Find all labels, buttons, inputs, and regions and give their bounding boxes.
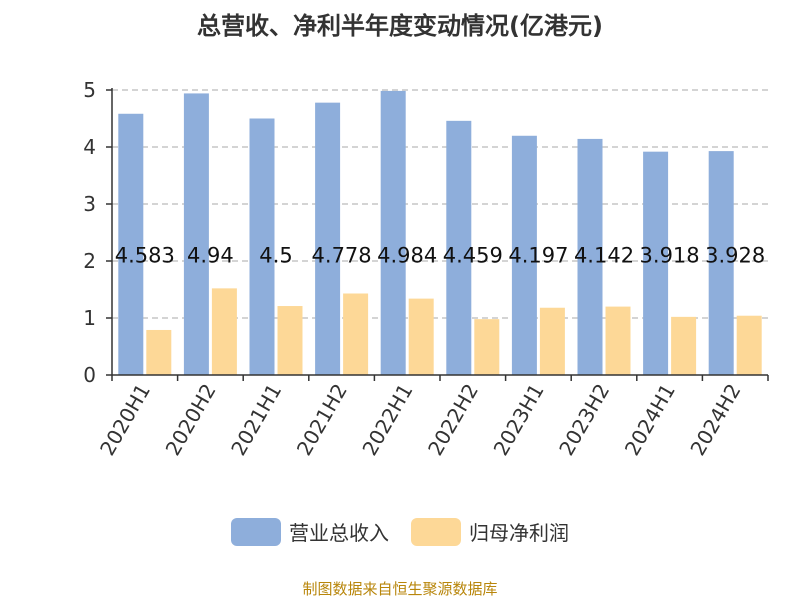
bar-revenue <box>315 102 341 376</box>
legend: 营业总收入 归母净利润 <box>0 517 800 546</box>
x-tick-label: 2023H1 <box>489 380 549 460</box>
bar-revenue <box>183 93 209 376</box>
data-label-revenue: 4.459 <box>443 243 503 267</box>
bar-net-profit <box>671 316 697 375</box>
bar-revenue <box>511 135 537 375</box>
bar-revenue <box>446 120 472 375</box>
bar-revenue <box>249 118 275 375</box>
legend-item-net-profit[interactable]: 归母净利润 <box>411 517 569 546</box>
bar-net-profit <box>539 307 565 375</box>
data-label-revenue: 4.94 <box>187 243 234 267</box>
x-tick-label: 2022H2 <box>423 380 483 460</box>
data-label-revenue: 3.928 <box>705 243 765 267</box>
bar-net-profit <box>736 315 762 375</box>
bar-net-profit <box>146 329 172 375</box>
y-tick-label: 3 <box>83 192 96 216</box>
x-tick-label: 2021H2 <box>292 380 352 460</box>
legend-swatch-net-profit <box>411 517 461 546</box>
y-tick-label: 2 <box>83 249 96 273</box>
x-tick-label: 2022H1 <box>357 380 417 460</box>
x-tick-label: 2024H1 <box>620 380 680 460</box>
x-tick-label: 2021H1 <box>226 380 286 460</box>
legend-label-revenue: 营业总收入 <box>289 521 389 545</box>
bar-revenue <box>577 138 603 375</box>
bar-revenue <box>708 151 734 375</box>
source-note: 制图数据来自恒生聚源数据库 <box>302 580 498 598</box>
legend-label-net-profit: 归母净利润 <box>469 521 569 545</box>
bar-revenue <box>380 90 406 376</box>
legend-item-revenue[interactable]: 营业总收入 <box>231 517 389 546</box>
x-tick-label: 2023H2 <box>554 380 614 460</box>
data-label-revenue: 3.918 <box>640 243 700 267</box>
bar-net-profit <box>343 293 369 375</box>
data-label-revenue: 4.5 <box>259 243 292 267</box>
y-tick-label: 1 <box>83 306 96 330</box>
legend-swatch-revenue <box>231 517 281 546</box>
bar-net-profit <box>277 306 303 375</box>
bar-net-profit <box>605 306 631 375</box>
bar-net-profit <box>408 298 434 375</box>
chart-title: 总营收、净利半年度变动情况(亿港元) <box>197 12 603 40</box>
bar-net-profit <box>211 288 237 375</box>
data-label-revenue: 4.583 <box>115 243 175 267</box>
data-label-revenue: 4.142 <box>574 243 634 267</box>
data-label-revenue: 4.778 <box>312 243 372 267</box>
y-tick-label: 5 <box>83 78 96 102</box>
x-tick-label: 2020H2 <box>161 380 221 460</box>
y-tick-label: 4 <box>83 135 96 159</box>
bar-revenue <box>643 151 669 375</box>
x-tick-label: 2024H2 <box>685 380 745 460</box>
data-label-revenue: 4.984 <box>377 243 437 267</box>
data-label-revenue: 4.197 <box>508 243 568 267</box>
bar-net-profit <box>474 319 500 375</box>
bar-revenue <box>118 113 144 376</box>
y-tick-label: 0 <box>83 363 96 387</box>
x-tick-label: 2020H1 <box>95 380 155 460</box>
